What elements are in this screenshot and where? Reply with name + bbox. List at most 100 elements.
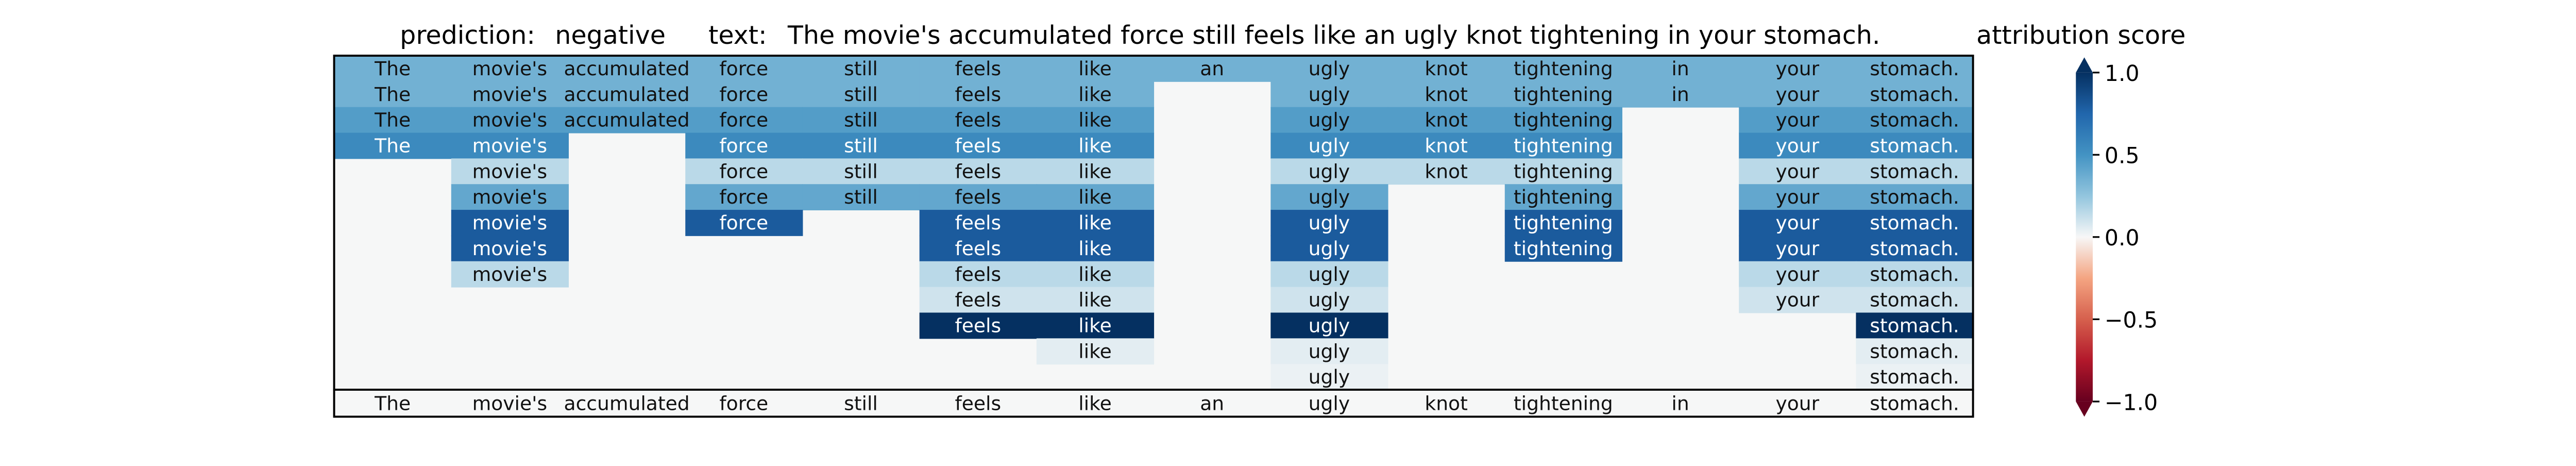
heatmap-cell-label: an	[1200, 57, 1224, 80]
heatmap-cell	[1739, 158, 1857, 185]
heatmap-cell-label: ugly	[1309, 289, 1350, 311]
heatmap-cell	[1739, 56, 1857, 82]
heatmap-cell-label: stomach.	[1870, 289, 1959, 311]
prediction-value: negative	[555, 20, 666, 50]
heatmap-cell	[685, 107, 803, 134]
heatmap-cell	[919, 287, 1037, 313]
heatmap-cell-label: ugly	[1309, 83, 1350, 106]
heatmap-cell	[568, 81, 686, 108]
heatmap-cell	[685, 132, 803, 159]
token-reference-label: stomach.	[1870, 392, 1959, 414]
heatmap-cell-label: accumulated	[564, 57, 690, 80]
heatmap-cell	[1739, 210, 1857, 236]
heatmap-cell-label: like	[1078, 289, 1112, 311]
heatmap-cell	[1036, 132, 1155, 159]
colorbar-tick-label: 0.5	[2105, 144, 2140, 169]
heatmap-cell-label: force	[719, 160, 768, 182]
heatmap-cell	[1036, 158, 1155, 185]
heatmap-cell-label: tightening	[1514, 160, 1613, 182]
heatmap-cell-label: knot	[1425, 109, 1467, 131]
heatmap-cell-label: like	[1078, 160, 1112, 182]
colorbar-gradient	[2076, 72, 2093, 402]
heatmap-cell-label: tightening	[1514, 135, 1613, 157]
heatmap-cell-label: The	[374, 83, 411, 106]
heatmap-cell	[1856, 56, 1974, 82]
token-reference-label: ugly	[1309, 392, 1350, 414]
heatmap-cell-label: tightening	[1514, 211, 1613, 234]
heatmap-cell	[802, 184, 920, 211]
heatmap-cell	[1856, 107, 1974, 134]
heatmap-cell	[1387, 81, 1505, 108]
heatmap-cell-label: your	[1776, 135, 1820, 157]
heatmap-cell-label: force	[719, 211, 768, 234]
heatmap-cell-label: like	[1078, 186, 1112, 208]
token-reference-frame	[333, 389, 1974, 418]
heatmap-cell	[919, 132, 1037, 159]
heatmap-cell-label: tightening	[1514, 83, 1613, 106]
heatmap-cell	[451, 158, 569, 185]
heatmap-cell	[802, 132, 920, 159]
heatmap-cell-label: stomach.	[1870, 340, 1959, 362]
heatmap-cell	[334, 132, 452, 159]
heatmap-cell	[451, 56, 569, 82]
heatmap-cell	[1621, 56, 1740, 82]
heatmap-cell	[919, 261, 1037, 288]
heatmap-cell-label: The	[374, 135, 411, 157]
heatmap-cell-label: ugly	[1309, 314, 1350, 337]
heatmap-cell	[1739, 81, 1857, 108]
heatmap-cell-label: accumulated	[564, 83, 690, 106]
heatmap-cell-label: your	[1776, 160, 1820, 182]
heatmap-cell-label: stomach.	[1870, 237, 1959, 260]
heatmap-cell	[1036, 235, 1155, 262]
token-reference-label: movie's	[472, 392, 548, 414]
heatmap-cell-label: knot	[1425, 57, 1467, 80]
heatmap-cell-label: your	[1776, 109, 1820, 131]
heatmap-cell	[685, 184, 803, 211]
heatmap-cell-label: movie's	[472, 135, 548, 157]
heatmap-cell	[919, 107, 1037, 134]
heatmap-cell-label: movie's	[472, 263, 548, 286]
heatmap-cell	[685, 210, 803, 236]
heatmap-cell-label: ugly	[1309, 263, 1350, 286]
heatmap-cell-label: feels	[955, 135, 1001, 157]
colorbar-top-extend	[2076, 57, 2093, 73]
token-reference-label: still	[844, 392, 878, 414]
heatmap-cell	[1504, 235, 1622, 262]
heatmap-labels: The movie's accumulated force still feels like…	[374, 57, 1959, 388]
heatmap-cell	[919, 158, 1037, 185]
heatmap-cell	[1856, 158, 1974, 185]
heatmap-cell-label: like	[1078, 109, 1112, 131]
heatmap-cell	[568, 56, 686, 82]
heatmap-cell-label: like	[1078, 57, 1112, 80]
heatmap-cell-label: knot	[1425, 135, 1467, 157]
heatmap-cell-label: feels	[955, 160, 1001, 182]
heatmap-cell-label: stomach.	[1870, 263, 1959, 286]
colorbar-tick-label: 1.0	[2105, 61, 2140, 87]
text-label: text:	[708, 20, 767, 50]
heatmap-cell	[1036, 210, 1155, 236]
heatmap-cell-label: like	[1078, 83, 1112, 106]
heatmap-cell-label: knot	[1425, 83, 1467, 106]
token-reference-row: The movie's accumulated force still feels like…	[334, 390, 1973, 417]
heatmap-cell	[1504, 56, 1622, 82]
heatmap-cell	[1036, 107, 1155, 134]
heatmap-cell-label: stomach.	[1870, 186, 1959, 208]
prediction-label: prediction:	[400, 20, 535, 50]
heatmap-cell-label: stomach.	[1870, 83, 1959, 106]
heatmap-cell	[334, 56, 452, 82]
heatmap-cell	[451, 132, 569, 159]
heatmap-cell-label: ugly	[1309, 109, 1350, 131]
colorbar-bottom-extend	[2076, 401, 2093, 417]
heatmap-cell	[919, 312, 1037, 339]
heatmap-cell-label: your	[1776, 289, 1820, 311]
heatmap-cell	[1270, 132, 1388, 159]
heatmap-cell-label: force	[719, 57, 768, 80]
heatmap-cell	[1270, 56, 1388, 82]
heatmap-cell	[1739, 261, 1857, 288]
heatmap-cell-label: stomach.	[1870, 109, 1959, 131]
heatmap-cell-label: like	[1078, 263, 1112, 286]
heatmap-cell	[1387, 158, 1505, 185]
heatmap-cell-label: like	[1078, 211, 1112, 234]
colorbar	[2076, 57, 2093, 417]
heatmap-cell-label: feels	[955, 186, 1001, 208]
